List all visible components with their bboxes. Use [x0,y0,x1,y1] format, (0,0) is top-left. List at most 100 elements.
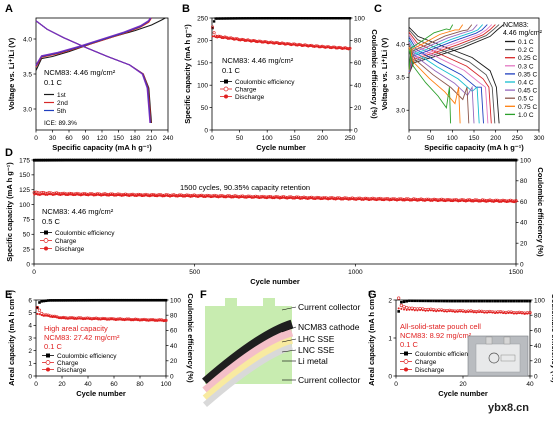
discharge-point [254,195,257,199]
ce-point [410,299,414,303]
y-axis-label: Areal capacity (mA h cm⁻²) [7,290,16,386]
discharge-point [470,200,473,203]
ce-point [509,299,513,303]
discharge-point [145,319,148,322]
ce-point [220,158,224,162]
x-tick-label: 80 [136,381,144,388]
ce-point [246,17,250,20]
discharge-point [96,193,99,196]
discharge-point [61,193,64,196]
discharge-point [395,199,399,202]
ce-point [204,158,207,162]
discharge-point [53,193,56,196]
discharge-point [353,198,356,201]
ce-point [107,298,111,302]
discharge-point [129,194,133,197]
ce-point [342,17,346,20]
discharge-point [412,198,415,201]
discharge-point [287,196,291,199]
y2-axis-label: Coulombic efficiency (%) [370,29,379,119]
discharge-point [158,319,161,322]
discharge-point [298,43,300,46]
discharge-point [38,193,42,196]
ce-point [223,17,227,20]
legend-label: Coulombic efficiency [415,351,475,358]
discharge-point [139,194,142,197]
ce-point [464,299,467,303]
ce-point [282,158,285,162]
discharge-point [362,198,365,201]
discharge-point [120,194,123,197]
ce-point [86,298,89,302]
ce-point [263,158,267,162]
discharge-point [191,195,194,198]
ce-point [488,158,492,162]
ce-point [416,299,419,303]
discharge-point [261,195,265,199]
discharge-point [464,311,467,314]
pouch-tab [485,336,493,345]
panel-d-axes: 0 500 1000 15000255075100125150175020406080… [5,157,545,286]
ce-point [339,17,342,20]
y-tick-label: 5 [28,310,32,317]
discharge-point [250,40,253,43]
discharge-point [131,193,135,197]
discharge-point [122,194,125,197]
legend-label: Charge [55,238,77,245]
ce-point [488,299,492,303]
discharge-point [85,193,88,197]
ce-point [81,158,85,162]
ce-point [189,158,192,162]
ce-point [432,158,436,162]
discharge-point [513,200,516,204]
discharge-point [349,47,351,50]
discharge-point [507,200,510,203]
ce-point [442,299,446,303]
discharge-point [299,44,302,47]
discharge-point [507,311,510,314]
discharge-point [488,311,491,314]
discharge-point [284,196,287,200]
discharge-point [501,199,505,203]
ce-point [337,17,341,20]
ce-point [430,158,434,162]
ce-point [83,298,87,302]
discharge-point [209,195,213,199]
ce-point [243,17,247,20]
discharge-point [319,197,322,201]
ce-point [127,158,131,162]
discharge-point [142,194,146,197]
ce-point [271,17,274,20]
ce-point [399,158,403,162]
ce-point [307,17,310,20]
discharge-point [419,308,422,312]
discharge-point [234,195,237,198]
discharge-point [335,47,338,50]
ce-point [62,299,65,302]
discharge-point [276,196,280,199]
ce-point [228,17,231,20]
ce-point [334,17,338,20]
ce-point [66,158,70,162]
y2-tick-label: 20 [354,105,362,112]
discharge-point [470,310,473,313]
discharge-point [481,199,484,202]
discharge-point [174,195,177,198]
discharge-point [339,47,342,50]
leader-line [281,349,297,353]
ce-point [256,158,259,162]
discharge-point [239,195,242,199]
ce-point [234,17,237,20]
ce-point [337,158,341,162]
discharge-point [200,194,203,198]
legend-marker [404,367,408,372]
x-tick-label: 30 [49,135,57,142]
discharge-point [473,199,477,202]
ce-point [196,158,200,162]
ce-point [469,158,473,162]
annotation-rate: 0.1 C [44,78,63,87]
discharge-point [364,197,367,201]
ce-point [423,158,427,162]
legend-label: 0.25 C [518,55,537,62]
discharge-point [244,39,246,42]
